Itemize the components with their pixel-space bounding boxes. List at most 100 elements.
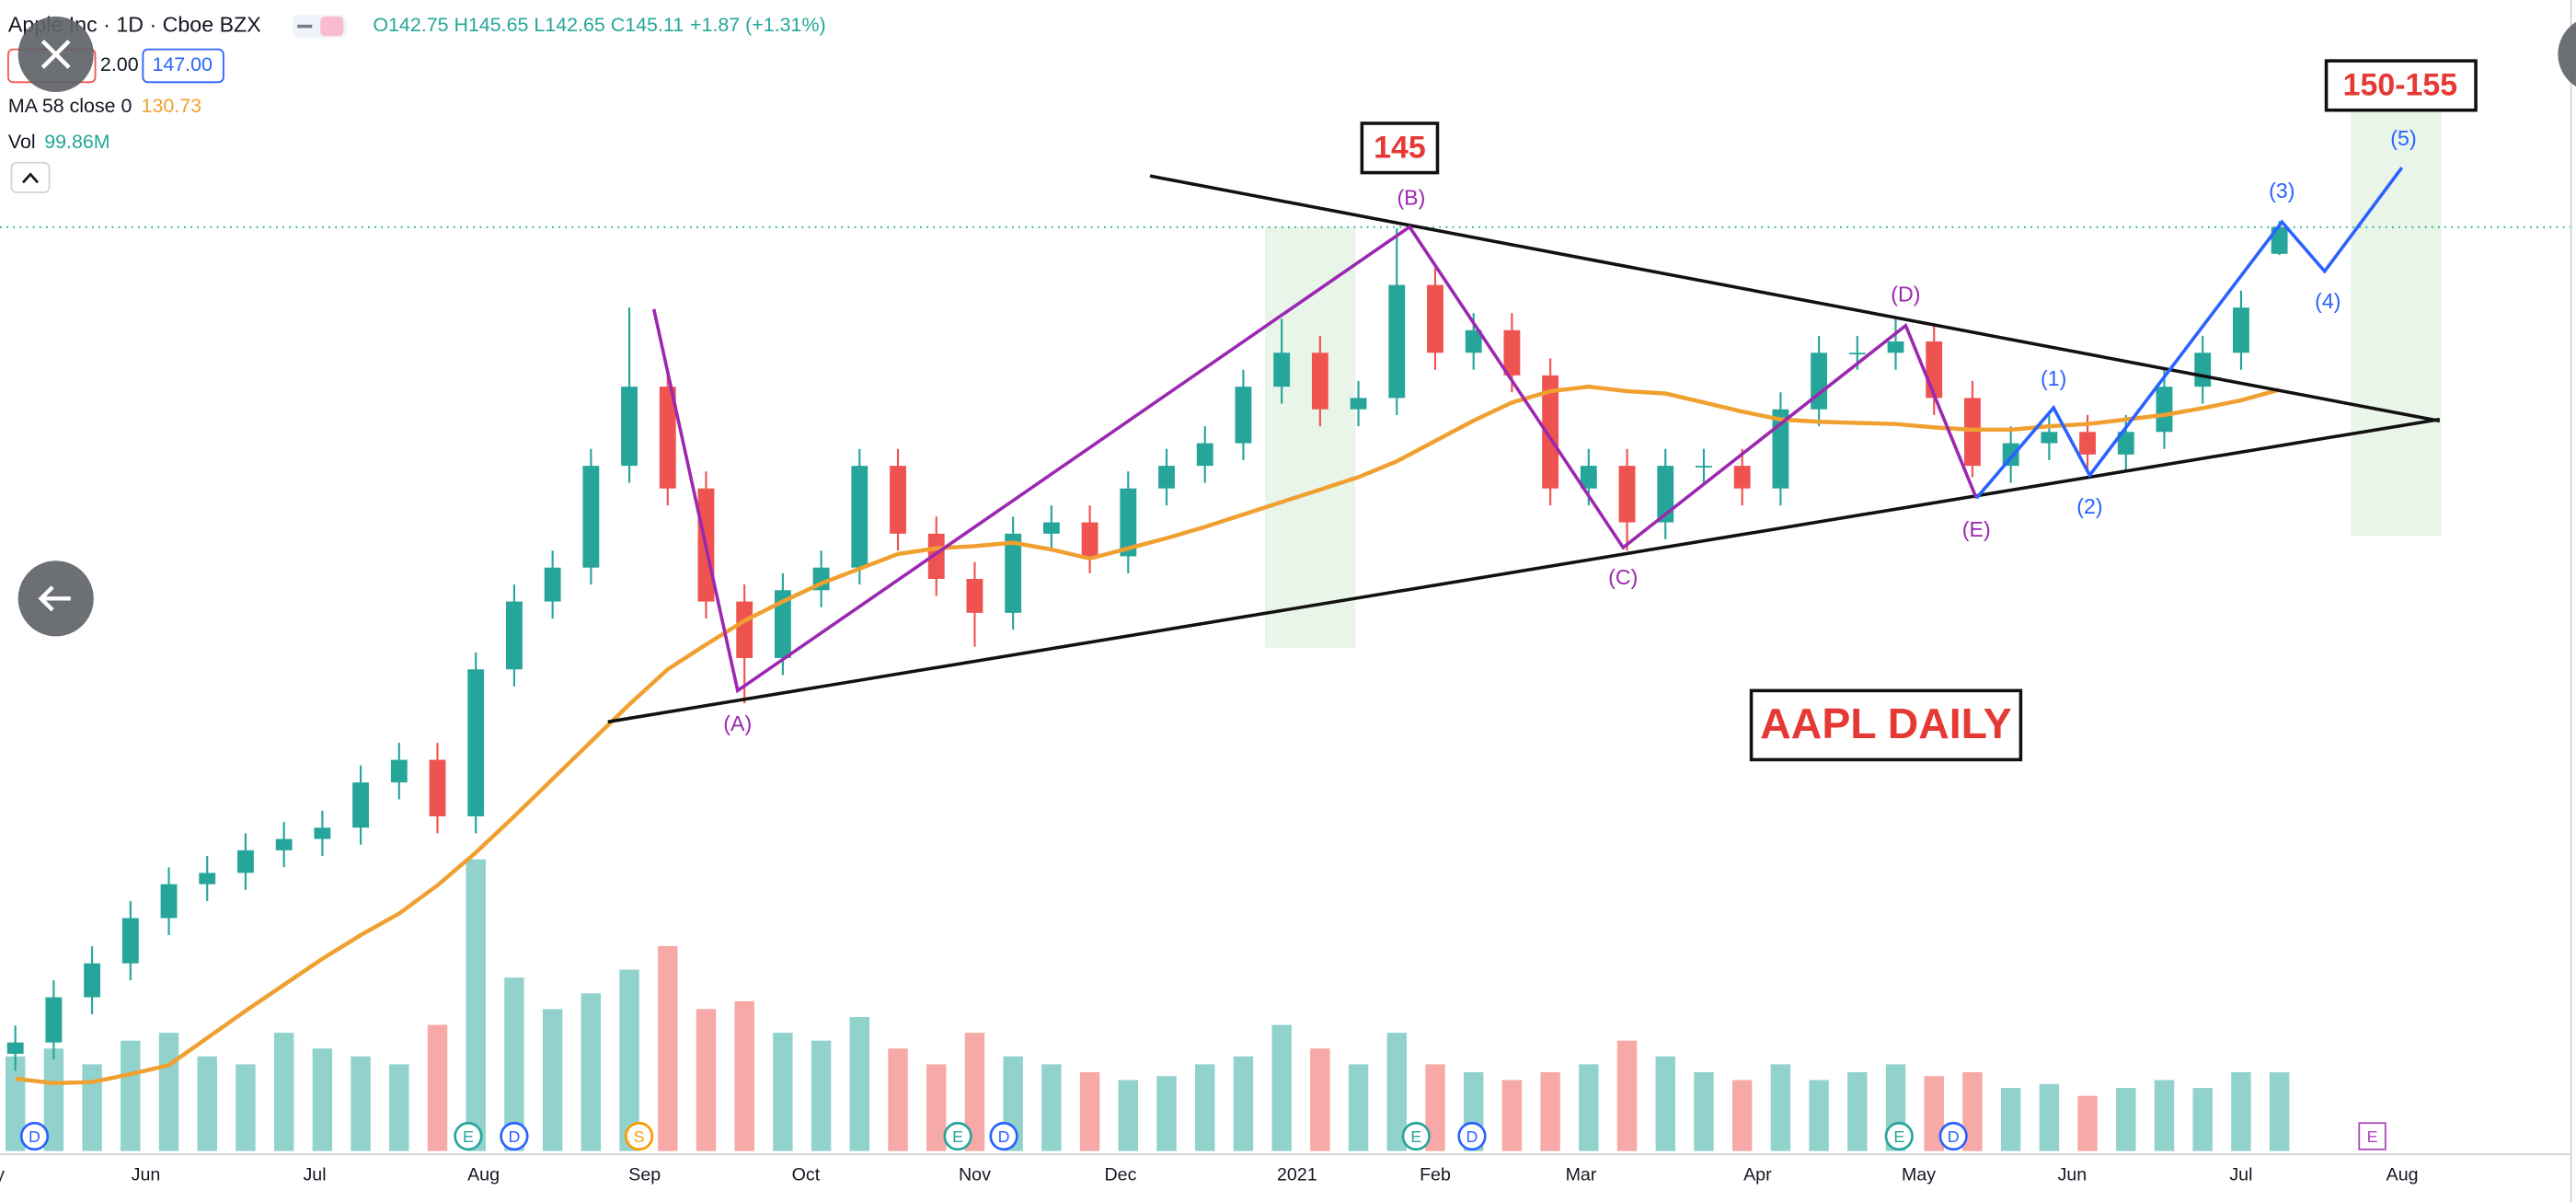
- candle-body: [1350, 398, 1367, 410]
- candle-body: [1311, 353, 1328, 410]
- candle-body: [467, 669, 485, 816]
- volume-bar: [2154, 1080, 2175, 1151]
- x-tick-label: Jun: [132, 1165, 161, 1185]
- annotation: 150-155: [2343, 68, 2457, 103]
- candle-body: [1657, 466, 1674, 523]
- candle-body: [2271, 226, 2288, 254]
- volume-bar: [351, 1056, 371, 1151]
- volume-bar: [1540, 1071, 1560, 1151]
- volume-bar: [1579, 1064, 1599, 1151]
- wave-path: [1974, 167, 2404, 500]
- event-marker: [1884, 1121, 1914, 1151]
- wave-label: (2): [2076, 494, 2102, 518]
- event-label: E: [952, 1127, 963, 1146]
- volume-bar: [811, 1040, 832, 1151]
- buy-box[interactable]: [142, 48, 224, 84]
- annotation: 145: [1374, 131, 1426, 166]
- candle-body: [1926, 341, 1943, 399]
- event-marker: [454, 1121, 483, 1151]
- wave-label: (E): [1962, 517, 1991, 541]
- candle-body: [237, 849, 254, 873]
- x-tick-label: y: [0, 1165, 5, 1185]
- candle-body: [927, 533, 945, 579]
- event-label: E: [2367, 1127, 2378, 1146]
- volume-bar: [82, 1064, 102, 1151]
- event-marker: [2358, 1122, 2386, 1150]
- ma-label: MA 58 close 0: [8, 95, 132, 117]
- volume-bar: [43, 1048, 64, 1151]
- volume-bar: [273, 1033, 294, 1151]
- volume-bar: [581, 993, 602, 1151]
- toggle-icon: [297, 24, 313, 29]
- event-label: D: [1466, 1127, 1478, 1146]
- toggle-icon: [320, 16, 344, 37]
- candle-body: [121, 918, 139, 964]
- event-label: D: [998, 1127, 1010, 1146]
- volume-bar: [1386, 1033, 1407, 1151]
- candle-body: [1580, 466, 1597, 489]
- x-tick-label: Dec: [1105, 1165, 1137, 1185]
- candle-body: [2194, 353, 2212, 387]
- vol-value: 99.86M: [44, 131, 109, 153]
- collapse-button[interactable]: [10, 161, 51, 193]
- x-tick-label: Aug: [2386, 1165, 2419, 1185]
- event-marker: [943, 1121, 972, 1151]
- volume-bar: [619, 969, 639, 1151]
- candle-body: [1081, 522, 1098, 557]
- volume-bar: [121, 1040, 141, 1151]
- volume-bar: [1501, 1080, 1523, 1151]
- candle-body: [1120, 488, 1137, 557]
- volume-bar: [1694, 1071, 1714, 1151]
- volume-layer: [5, 859, 2290, 1151]
- candle-body: [1158, 466, 1175, 489]
- candle-body: [2079, 432, 2097, 455]
- volume-bar: [1425, 1064, 1445, 1151]
- volume-bar: [734, 1000, 754, 1151]
- candle-body: [1503, 329, 1521, 376]
- annotation: AAPL DAILY: [1760, 699, 2011, 747]
- volume-bar: [964, 1033, 985, 1151]
- trendline: [607, 417, 2441, 724]
- wave-label: (3): [2269, 179, 2294, 202]
- change: +1.87 (+1.31%): [690, 14, 826, 36]
- volume-bar: [1924, 1076, 1944, 1151]
- buy-price: 147.00: [152, 53, 213, 75]
- volume-bar: [696, 1009, 717, 1151]
- candle-body: [160, 884, 178, 919]
- candle-body: [506, 601, 523, 670]
- candle-body: [275, 838, 293, 850]
- wave-label: (B): [1397, 185, 1425, 209]
- candle-body: [1005, 533, 1022, 613]
- candle-body: [199, 873, 216, 884]
- volume-bar: [926, 1064, 947, 1151]
- candle-body: [890, 466, 906, 534]
- x-tick-label: Apr: [1743, 1165, 1772, 1185]
- shaded-zone: [2351, 111, 2442, 537]
- candle-body: [1273, 353, 1291, 387]
- x-tick-label: 2021: [1277, 1165, 1317, 1185]
- candle-body: [1887, 341, 1904, 353]
- volume-bar: [888, 1048, 908, 1151]
- volume-bar: [773, 1033, 793, 1151]
- event-marker: [1401, 1121, 1431, 1151]
- x-tick-label: Nov: [959, 1165, 991, 1185]
- candle-body: [314, 827, 331, 839]
- event-label: D: [508, 1127, 520, 1146]
- close-icon: [40, 40, 71, 69]
- volume-bar: [1655, 1056, 1675, 1151]
- volume-bar: [1770, 1064, 1791, 1151]
- event-marker: [989, 1121, 1018, 1151]
- candle-body: [582, 466, 600, 568]
- volume-bar: [1118, 1080, 1139, 1151]
- event-label: E: [1893, 1127, 1904, 1146]
- menu-button[interactable]: [2558, 17, 2576, 92]
- volume-bar: [2269, 1072, 2290, 1151]
- event-label: D: [1948, 1127, 1960, 1146]
- candle-body: [1542, 375, 1559, 489]
- event-marker: [500, 1121, 529, 1151]
- wave-label: (4): [2315, 289, 2340, 313]
- wave-label: (D): [1891, 283, 1920, 306]
- event-label: S: [634, 1127, 645, 1146]
- x-tick-label: Jun: [2058, 1165, 2087, 1185]
